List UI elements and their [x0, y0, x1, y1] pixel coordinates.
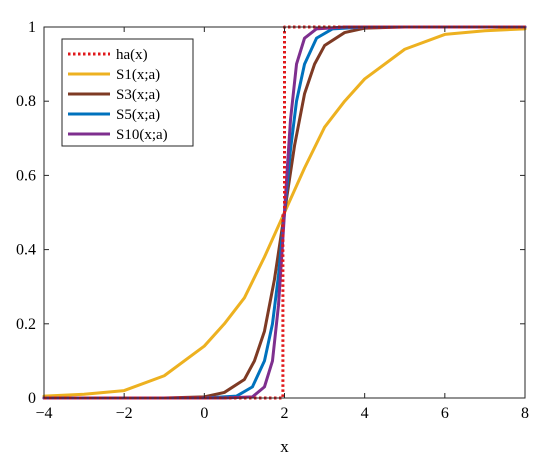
x-tick-label: 2 — [281, 405, 289, 422]
legend-label: ha(x) — [116, 47, 148, 63]
x-tick-label: 0 — [200, 405, 208, 422]
y-tick-label: 0.8 — [16, 93, 36, 110]
x-axis-title: x — [280, 437, 289, 456]
x-tick-label: 4 — [361, 405, 369, 422]
y-tick-label: 0.4 — [16, 242, 36, 259]
x-tick-label: −2 — [116, 405, 133, 422]
x-tick-label: −4 — [35, 405, 52, 422]
legend-label: S1(x;a) — [116, 67, 160, 83]
legend-items: ha(x) S1(x;a) S3(x;a) S5(x;a) S10(x;a) — [68, 47, 168, 143]
y-tick-label: 0.6 — [16, 167, 36, 184]
series-layer — [42, 25, 527, 400]
y-tick-label: 1 — [28, 19, 36, 36]
legend-label: S10(x;a) — [116, 127, 168, 143]
legend-label: S5(x;a) — [116, 107, 160, 123]
y-tick-label: 0 — [28, 390, 36, 407]
x-tick-label: 6 — [441, 405, 449, 422]
legend-label: S3(x;a) — [116, 87, 160, 103]
y-tick-label: 0.2 — [16, 316, 36, 333]
y-axis: 0 0.2 0.4 0.6 0.8 1 — [16, 19, 525, 407]
x-tick-label: 8 — [521, 405, 529, 422]
legend: ha(x) S1(x;a) S3(x;a) S5(x;a) S10(x;a) — [61, 38, 194, 147]
x-axis: −4 −2 0 2 4 6 8 — [35, 27, 529, 422]
